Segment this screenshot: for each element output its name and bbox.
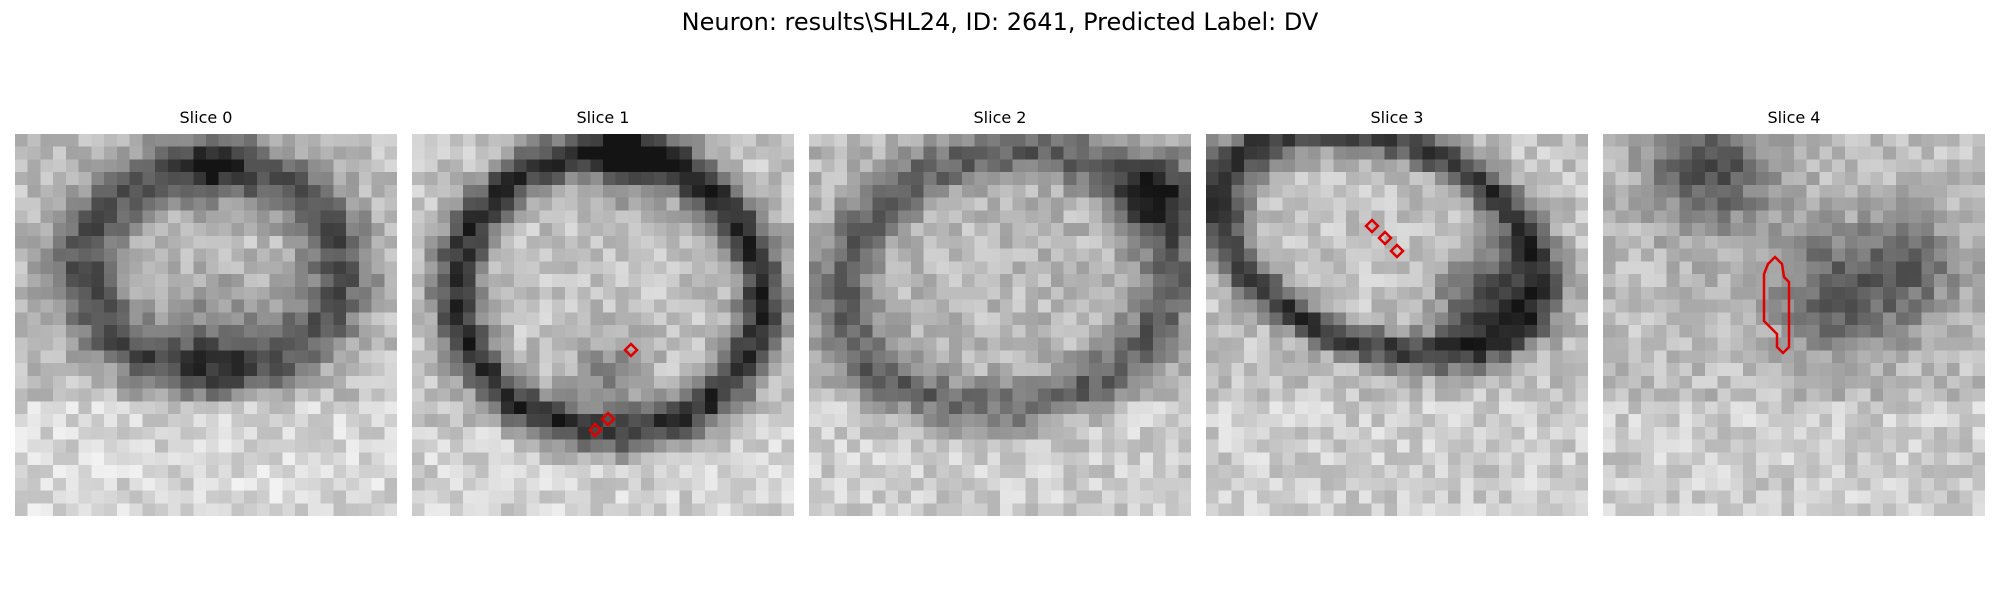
- slice-title: Slice 1: [576, 108, 630, 127]
- slice-image: [15, 134, 397, 516]
- slice-title: Slice 3: [1370, 108, 1424, 127]
- cell-contour: [588, 422, 603, 438]
- contour-overlay: [588, 342, 639, 438]
- cell-contour: [1389, 243, 1405, 259]
- slice-image-canvas: [412, 134, 794, 516]
- cell-contour: [1762, 255, 1791, 355]
- slice-panel-3: Slice 3: [1206, 108, 1588, 516]
- slice-image-canvas: [15, 134, 397, 516]
- figure-title: Neuron: results\SHL24, ID: 2641, Predict…: [681, 8, 1319, 36]
- cell-contour: [623, 342, 639, 358]
- slice-image: [412, 134, 794, 516]
- contour-overlay: [1762, 255, 1791, 355]
- slice-title: Slice 0: [179, 108, 233, 127]
- contour-overlay: [809, 134, 1191, 516]
- slice-title: Slice 2: [973, 108, 1027, 127]
- slice-panel-4: Slice 4: [1603, 108, 1985, 516]
- slice-image: [809, 134, 1191, 516]
- contour-overlay: [15, 134, 397, 516]
- slice-image: [1206, 134, 1588, 516]
- slice-image-canvas: [809, 134, 1191, 516]
- cell-contour: [600, 411, 616, 427]
- slice-image-canvas: [1206, 134, 1588, 516]
- cell-contour: [1364, 218, 1380, 234]
- contour-overlay: [1364, 218, 1405, 259]
- cell-contour: [1377, 230, 1393, 246]
- slice-image-canvas: [1603, 134, 1985, 516]
- slice-title: Slice 4: [1767, 108, 1821, 127]
- slice-panel-1: Slice 1: [412, 108, 794, 516]
- slice-panel-0: Slice 0: [15, 108, 397, 516]
- slice-image: [1603, 134, 1985, 516]
- slice-panel-2: Slice 2: [809, 108, 1191, 516]
